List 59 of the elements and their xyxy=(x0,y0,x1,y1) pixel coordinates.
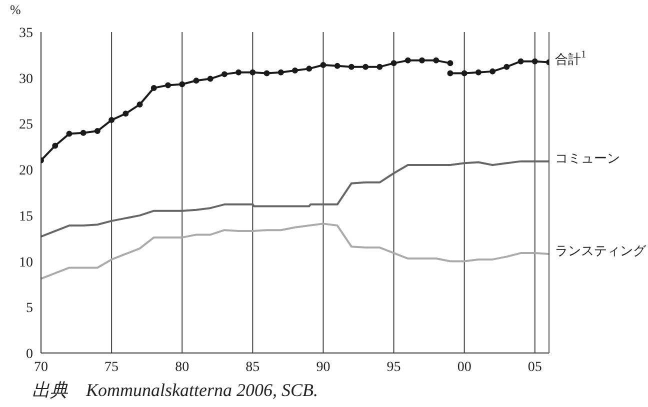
point xyxy=(461,70,468,76)
x-tick-label: 80 xyxy=(175,360,190,375)
point xyxy=(236,69,242,76)
line-series xyxy=(41,222,549,280)
point xyxy=(221,71,228,78)
x-tick-label: 70 xyxy=(34,360,48,375)
point xyxy=(433,57,440,64)
point xyxy=(66,130,72,137)
point xyxy=(504,64,510,70)
point xyxy=(447,70,454,76)
point xyxy=(532,58,538,64)
x-tick-label: 75 xyxy=(104,360,119,375)
y-axis-title: % xyxy=(10,2,21,18)
point xyxy=(179,81,186,88)
point xyxy=(362,64,369,70)
y-tick-label: 10 xyxy=(19,255,33,270)
point xyxy=(278,69,284,76)
point xyxy=(475,69,482,76)
point xyxy=(250,69,256,76)
y-tick-label: 15 xyxy=(19,209,33,224)
y-tick-label: 35 xyxy=(19,26,33,41)
point xyxy=(348,64,354,70)
series-label: 合計$^{1}$ xyxy=(555,49,586,66)
point xyxy=(207,76,214,82)
point xyxy=(165,82,171,88)
y-tick-label: 20 xyxy=(19,164,33,179)
point xyxy=(404,57,411,64)
point xyxy=(376,64,383,70)
y-tick-label: 5 xyxy=(26,301,33,316)
point xyxy=(306,66,312,72)
point xyxy=(193,78,200,84)
x-tick-label: 00 xyxy=(457,360,472,375)
point xyxy=(320,62,326,68)
point xyxy=(80,130,86,136)
point xyxy=(447,60,454,66)
x-tick-label: 85 xyxy=(246,360,260,375)
y-tick-label: 25 xyxy=(19,118,33,133)
point xyxy=(122,110,129,117)
y-tick-label: 0 xyxy=(26,346,33,362)
point xyxy=(292,68,298,74)
y-tick-label: 30 xyxy=(19,72,33,87)
point xyxy=(150,84,157,91)
series-label: ランスティング xyxy=(555,242,647,258)
point xyxy=(518,58,524,64)
point xyxy=(334,62,340,69)
x-tick-label: 95 xyxy=(386,360,401,375)
point xyxy=(94,128,100,134)
x-tick-label: 90 xyxy=(316,360,330,375)
point xyxy=(108,117,115,124)
x-tick-label: 05 xyxy=(528,360,542,375)
source-note: 出典 Kommunalskatterna 2006, SCB. xyxy=(32,379,318,402)
line-series xyxy=(41,160,549,238)
point xyxy=(264,70,270,76)
point xyxy=(419,57,425,64)
point xyxy=(490,68,496,74)
series-label: コミューン xyxy=(555,150,620,166)
point xyxy=(390,60,397,66)
point xyxy=(136,101,143,108)
point xyxy=(52,142,58,149)
